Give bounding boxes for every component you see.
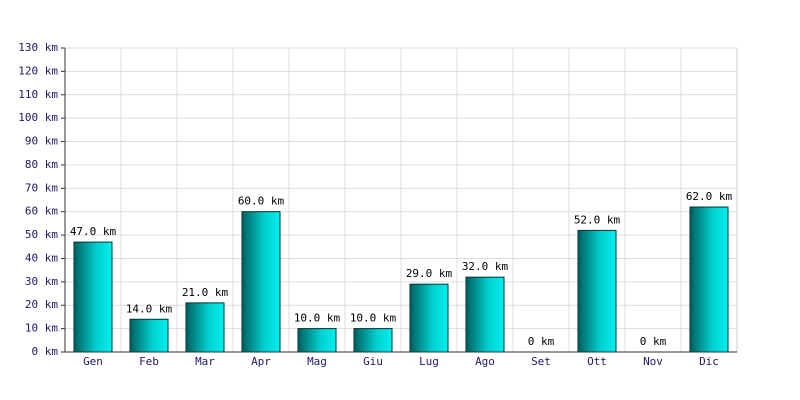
y-tick-label: 120 km bbox=[18, 64, 58, 77]
x-tick-label: Lug bbox=[419, 355, 439, 368]
bar bbox=[241, 211, 281, 353]
value-label: 29.0 km bbox=[406, 267, 453, 280]
x-tick-label: Feb bbox=[139, 355, 159, 368]
value-label: 10.0 km bbox=[350, 312, 397, 325]
bar bbox=[185, 302, 225, 353]
y-tick-label: 50 km bbox=[25, 228, 58, 241]
x-tick-label: Ago bbox=[475, 355, 495, 368]
y-tick-label: 130 km bbox=[18, 41, 58, 54]
x-tick-label: Mag bbox=[307, 355, 327, 368]
x-tick-label: Set bbox=[531, 355, 551, 368]
y-tick-label: 0 km bbox=[32, 345, 59, 358]
x-tick-label: Dic bbox=[699, 355, 719, 368]
x-tick-label: Nov bbox=[643, 355, 663, 368]
y-tick-label: 100 km bbox=[18, 111, 58, 124]
value-label: 0 km bbox=[640, 335, 667, 348]
bar bbox=[577, 229, 617, 353]
y-tick-label: 60 km bbox=[25, 205, 58, 218]
value-label: 62.0 km bbox=[686, 190, 733, 203]
value-label: 14.0 km bbox=[126, 302, 173, 315]
x-tick-label: Ott bbox=[587, 355, 607, 368]
value-label: 60.0 km bbox=[238, 195, 285, 208]
y-tick-label: 10 km bbox=[25, 322, 58, 335]
bar bbox=[353, 328, 393, 353]
bar bbox=[297, 328, 337, 353]
x-tick-label: Apr bbox=[251, 355, 271, 368]
y-tick-label: 30 km bbox=[25, 275, 58, 288]
y-tick-label: 80 km bbox=[25, 158, 58, 171]
bar bbox=[73, 241, 113, 353]
value-label: 21.0 km bbox=[182, 286, 229, 299]
bar bbox=[409, 283, 449, 353]
y-tick-label: 110 km bbox=[18, 88, 58, 101]
x-tick-label: Mar bbox=[195, 355, 215, 368]
bar bbox=[129, 318, 169, 353]
value-label: 32.0 km bbox=[462, 260, 509, 273]
x-tick-label: Giu bbox=[363, 355, 383, 368]
x-tick-label: Gen bbox=[83, 355, 103, 368]
value-label: 10.0 km bbox=[294, 312, 341, 325]
y-tick-label: 70 km bbox=[25, 181, 58, 194]
value-label: 52.0 km bbox=[574, 213, 621, 226]
bar bbox=[465, 276, 505, 353]
value-label: 0 km bbox=[528, 335, 555, 348]
y-tick-label: 90 km bbox=[25, 135, 58, 148]
y-tick-label: 40 km bbox=[25, 251, 58, 264]
bar bbox=[689, 206, 729, 353]
value-label: 47.0 km bbox=[70, 225, 117, 238]
y-tick-label: 20 km bbox=[25, 298, 58, 311]
